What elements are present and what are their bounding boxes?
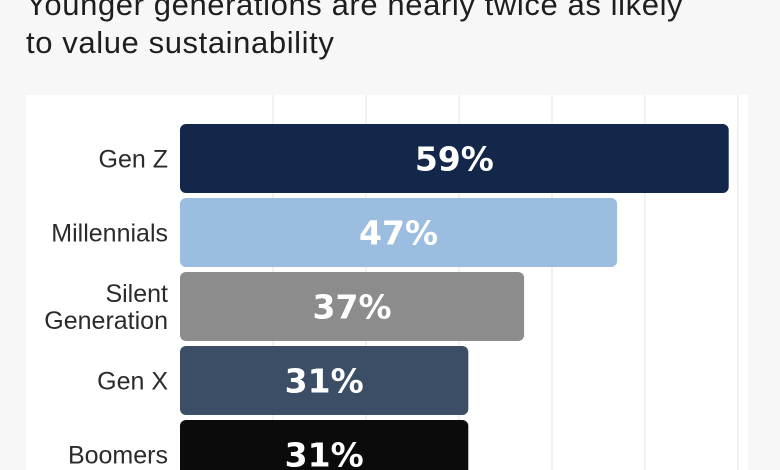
bar — [180, 124, 729, 193]
category-label-line: Silent — [105, 280, 168, 308]
category-label: Millennials — [51, 220, 168, 248]
category-label-line: Gen X — [97, 368, 168, 396]
chart-headline: Younger generations are nearly twice as … — [26, 0, 766, 62]
category-label-line: Gen Z — [99, 146, 168, 174]
bar — [180, 346, 469, 415]
bar — [180, 420, 469, 470]
bar — [180, 272, 525, 341]
category-label-line: Generation — [44, 307, 168, 335]
headline-line-1: Younger generations are nearly twice as … — [26, 0, 684, 22]
value-label: 47% — [359, 214, 438, 253]
category-labels: Gen Z Millennials Silent Generation Gen X Boo… — [44, 146, 168, 470]
value-label: 31% — [285, 436, 364, 470]
bar — [180, 198, 618, 267]
value-label: 31% — [285, 362, 364, 401]
value-label: 37% — [313, 288, 392, 327]
category-label-line: Boomers — [68, 442, 168, 470]
headline-line-2: to value sustainability — [26, 25, 335, 60]
category-label: Gen X — [97, 368, 168, 396]
value-label: 59% — [415, 140, 494, 179]
chart-panel: Gen Z Millennials Silent Generation Gen X Boo… — [26, 95, 748, 470]
category-label-line: Millennials — [51, 220, 168, 248]
category-label: Boomers — [68, 442, 168, 470]
bars — [180, 124, 729, 470]
category-label: Silent Generation — [44, 280, 168, 335]
category-label: Gen Z — [99, 146, 168, 174]
bar-chart: Gen Z Millennials Silent Generation Gen X Boo… — [44, 95, 739, 470]
value-labels: 59% 47% 37% 31% 31% — [285, 140, 494, 470]
